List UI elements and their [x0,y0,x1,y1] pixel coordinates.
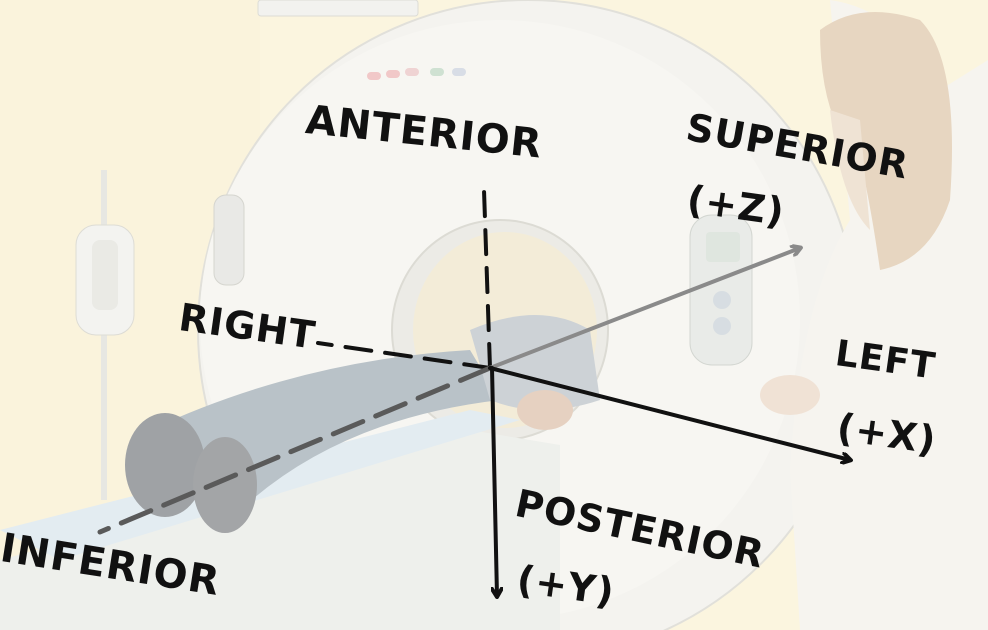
anterior-axis-line [482,188,492,370]
left-axis-arrow [488,366,850,460]
superior-axis-arrow [488,248,800,370]
inferior-axis-line [97,365,493,535]
indicator-lights [367,68,466,80]
right-axis-line [316,341,492,370]
posterior-axis-arrow [490,366,497,596]
